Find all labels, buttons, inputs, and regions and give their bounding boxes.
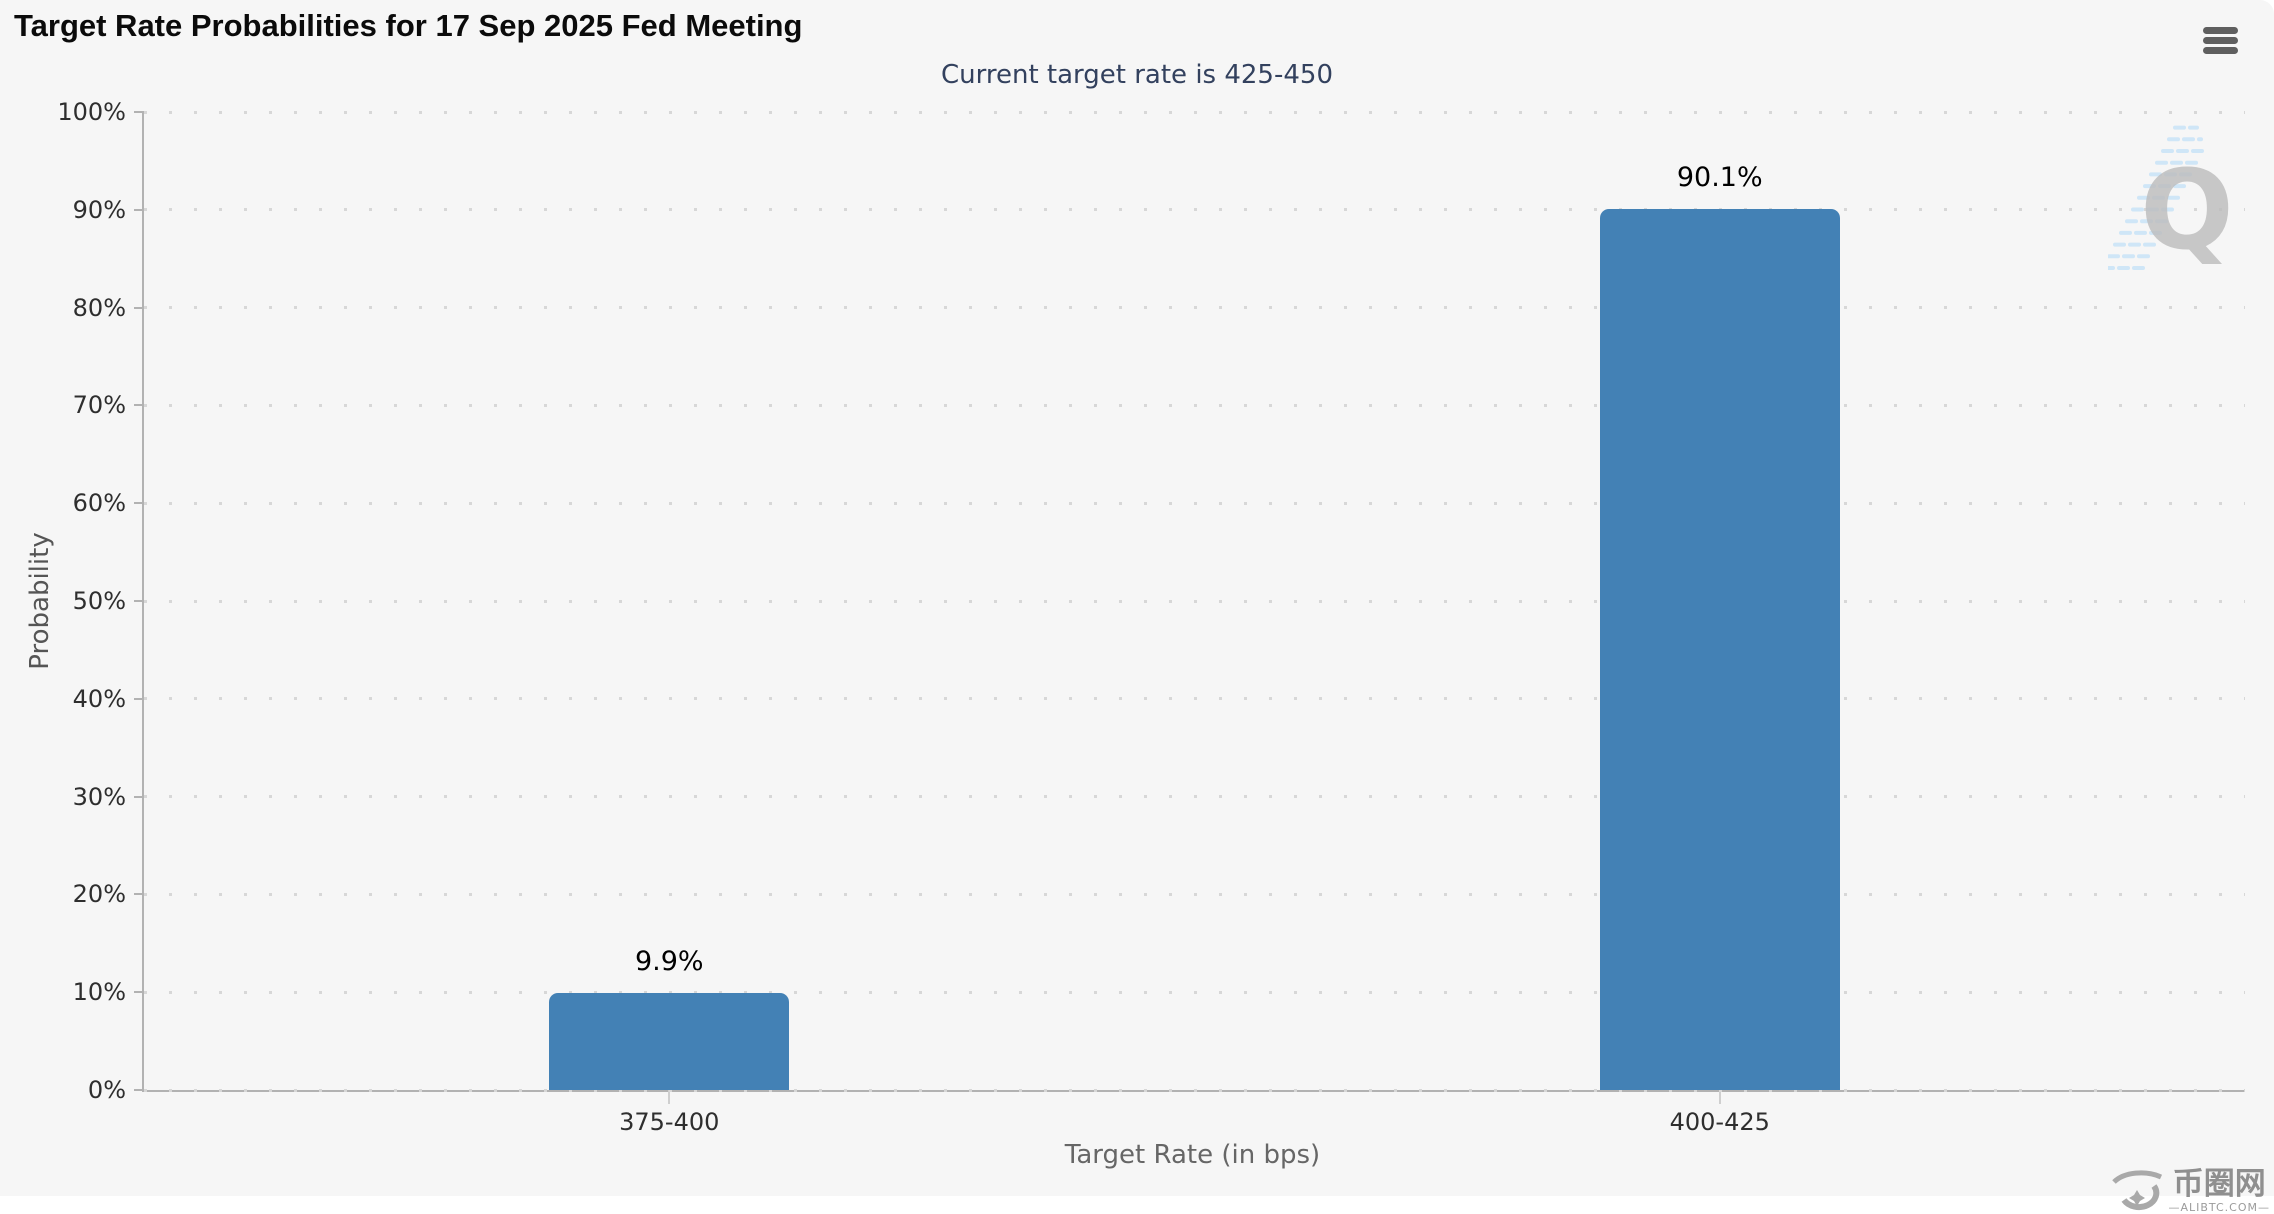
y-axis-tick: [134, 600, 144, 602]
y-axis-tick: [134, 991, 144, 994]
y-axis-tick: [134, 404, 144, 407]
y-axis-tick-label: 70%: [72, 391, 126, 420]
chart-subtitle: Current target rate is 425-450: [941, 60, 1333, 90]
q-letter: Q: [2140, 146, 2234, 274]
y-axis-tick: [134, 1089, 144, 1091]
hamburger-icon: [2203, 27, 2238, 54]
gridline: [144, 306, 2245, 310]
y-axis-tick-label: 0%: [87, 1076, 126, 1104]
gridline: [144, 208, 2245, 212]
site-domain: —ALIBTC.COM—: [2168, 1201, 2270, 1214]
site-name: 币圈网: [2172, 1166, 2266, 1202]
gridline: [144, 599, 2245, 603]
x-axis-tick: [1718, 1090, 1721, 1104]
y-axis-tick: [134, 111, 144, 113]
y-axis-tick-label: 60%: [72, 489, 126, 518]
plot-area: 0% 10% 20% 30% 40% 50% 60% 70% 80% 90% 100% 9.9% 375…: [57, 98, 2245, 1136]
gridline: [144, 1088, 2245, 1092]
gridline: [144, 110, 2245, 114]
gridline: [144, 892, 2245, 896]
gridline: [144, 795, 2245, 799]
y-axis-tick: [134, 208, 144, 211]
bottom-strip: [0, 1196, 2274, 1214]
y-axis-tick-label: 100%: [57, 98, 126, 126]
quikstrike-watermark: Q: [2102, 118, 2248, 278]
x-axis-tick-label: 375-400: [619, 1108, 720, 1136]
chart-menu-button[interactable]: [2203, 27, 2238, 57]
bar-value-label: 90.1%: [1676, 161, 1763, 193]
site-watermark: 币圈网 —ALIBTC.COM—: [2110, 1164, 2270, 1214]
bar-value-label: 9.9%: [634, 946, 704, 978]
y-axis-tick-label: 10%: [72, 978, 126, 1007]
site-logo-icon: [2112, 1170, 2163, 1211]
q-logo-icon: Q: [2102, 125, 2234, 274]
gridline: [144, 501, 2245, 505]
y-axis-tick-label: 80%: [72, 293, 126, 322]
y-axis-tick-label: 20%: [72, 880, 126, 909]
gridline: [144, 403, 2245, 407]
gridline: [144, 990, 2245, 994]
y-axis-tick-label: 30%: [72, 782, 126, 811]
x-axis-tick: [668, 1090, 671, 1104]
bar-400-425[interactable]: [1599, 208, 1840, 1090]
chart-title: Target Rate Probabilities for 17 Sep 202…: [14, 8, 803, 43]
y-axis-tick-label: 40%: [72, 684, 126, 713]
y-axis-tick-label: 90%: [72, 195, 126, 224]
y-axis-tick: [134, 697, 144, 700]
y-axis-tick: [134, 893, 144, 896]
gridline: [144, 697, 2245, 701]
x-axis-title: Target Rate (in bps): [1064, 1140, 1321, 1170]
y-axis-tick: [134, 306, 144, 309]
bar-375-400[interactable]: [549, 993, 790, 1090]
x-axis-tick-label: 400-425: [1669, 1108, 1770, 1136]
y-axis-tick: [134, 795, 144, 798]
y-axis-tick-label: 50%: [72, 587, 126, 615]
y-axis-tick: [134, 502, 144, 505]
